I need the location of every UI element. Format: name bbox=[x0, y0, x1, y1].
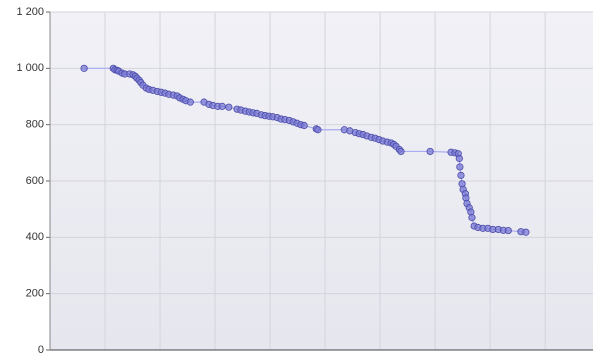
point bbox=[218, 102, 226, 110]
marks bbox=[80, 64, 530, 236]
point bbox=[455, 154, 463, 163]
point bbox=[468, 214, 476, 222]
y-tick-label: 0 bbox=[38, 344, 44, 356]
point bbox=[522, 228, 530, 236]
y-tick-label: 600 bbox=[26, 175, 44, 187]
y-tick-label: 800 bbox=[26, 119, 44, 131]
y-tick-label: 400 bbox=[26, 231, 44, 243]
point bbox=[397, 147, 405, 156]
point bbox=[457, 171, 465, 179]
y-tick-label: 200 bbox=[26, 288, 44, 300]
point bbox=[225, 103, 233, 111]
point bbox=[314, 126, 322, 134]
point bbox=[504, 226, 512, 235]
y-tick-label: 1 200 bbox=[16, 6, 44, 18]
y-tick-label: 1 000 bbox=[16, 62, 44, 74]
point bbox=[80, 64, 88, 72]
point bbox=[426, 147, 434, 156]
point bbox=[186, 98, 194, 106]
point bbox=[456, 163, 464, 171]
grid bbox=[50, 11, 593, 350]
point bbox=[300, 121, 308, 130]
